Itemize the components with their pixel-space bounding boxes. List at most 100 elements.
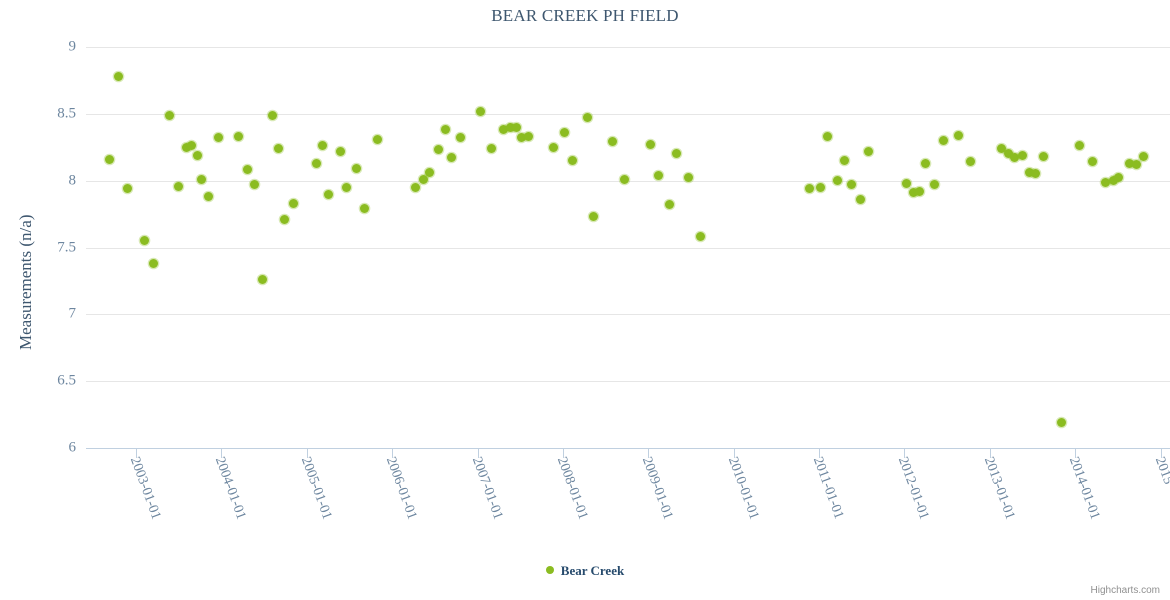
data-point[interactable] — [440, 125, 450, 135]
data-point[interactable] — [114, 71, 124, 81]
data-point[interactable] — [1114, 173, 1124, 183]
data-point[interactable] — [1100, 177, 1110, 187]
data-point[interactable] — [1075, 141, 1085, 151]
x-axis-tick — [733, 449, 735, 458]
x-axis-tick — [1075, 449, 1077, 458]
data-point[interactable] — [847, 180, 857, 190]
data-point[interactable] — [410, 182, 420, 192]
data-point[interactable] — [966, 157, 976, 167]
data-point[interactable] — [476, 106, 486, 116]
data-point[interactable] — [523, 132, 533, 142]
data-point[interactable] — [930, 180, 940, 190]
data-point[interactable] — [1132, 160, 1142, 170]
x-axis-tick-label: 2013-01-01 — [980, 455, 1018, 522]
data-point[interactable] — [105, 154, 115, 164]
data-point[interactable] — [139, 236, 149, 246]
data-point[interactable] — [318, 141, 328, 151]
data-point[interactable] — [425, 168, 435, 178]
data-point[interactable] — [560, 128, 570, 138]
data-point[interactable] — [582, 113, 592, 123]
data-point[interactable] — [646, 140, 656, 150]
data-point[interactable] — [486, 144, 496, 154]
data-point[interactable] — [148, 259, 158, 269]
data-point[interactable] — [1057, 418, 1067, 428]
y-axis-labels: 9 8.5 8 7.5 7 6.5 6 — [0, 39, 76, 456]
data-point[interactable] — [165, 110, 175, 120]
data-point[interactable] — [289, 198, 299, 208]
x-axis-tick-label: 2010-01-01 — [724, 455, 762, 522]
data-point[interactable] — [921, 158, 931, 168]
data-point[interactable] — [909, 188, 919, 198]
data-point[interactable] — [695, 232, 705, 242]
data-point[interactable] — [1025, 168, 1035, 178]
data-point[interactable] — [619, 174, 629, 184]
data-point[interactable] — [1017, 150, 1027, 160]
legend-item-bear-creek[interactable]: Bear Creek — [545, 562, 625, 579]
data-point[interactable] — [588, 212, 598, 222]
data-point[interactable] — [840, 156, 850, 166]
data-point[interactable] — [938, 136, 948, 146]
data-point[interactable] — [1039, 152, 1049, 162]
x-axis-tick-label: 2007-01-01 — [468, 455, 505, 522]
data-point[interactable] — [511, 122, 521, 132]
data-point[interactable] — [192, 150, 202, 160]
data-point[interactable] — [954, 130, 964, 140]
data-point[interactable] — [505, 122, 515, 132]
data-point[interactable] — [832, 176, 842, 186]
data-point[interactable] — [608, 137, 618, 147]
data-point[interactable] — [280, 214, 290, 224]
data-point[interactable] — [567, 156, 577, 166]
data-point[interactable] — [815, 182, 825, 192]
data-point[interactable] — [1139, 152, 1149, 162]
data-point[interactable] — [342, 182, 352, 192]
data-point[interactable] — [902, 178, 912, 188]
data-point[interactable] — [234, 132, 244, 142]
legend-item-label: Bear Creek — [560, 563, 625, 579]
data-point[interactable] — [864, 146, 874, 156]
data-point[interactable] — [336, 146, 346, 156]
data-point[interactable] — [855, 194, 865, 204]
data-point[interactable] — [173, 181, 183, 191]
data-point[interactable] — [997, 144, 1007, 154]
data-point[interactable] — [1109, 176, 1119, 186]
data-point[interactable] — [822, 132, 832, 142]
data-point[interactable] — [672, 149, 681, 159]
data-point[interactable] — [257, 275, 267, 285]
data-point[interactable] — [373, 134, 383, 144]
chart-title: BEAR CREEK PH FIELD — [491, 6, 679, 25]
data-point[interactable] — [683, 173, 693, 183]
data-point[interactable] — [498, 125, 508, 135]
y-axis-tick-label: 6.5 — [57, 372, 76, 389]
data-point[interactable] — [324, 189, 334, 199]
data-point[interactable] — [664, 200, 674, 210]
data-point[interactable] — [273, 144, 283, 154]
data-point[interactable] — [446, 153, 456, 163]
data-point[interactable] — [1087, 157, 1097, 167]
data-point[interactable] — [122, 184, 132, 194]
data-point[interactable] — [187, 141, 197, 151]
data-point[interactable] — [249, 180, 259, 190]
data-point[interactable] — [197, 174, 207, 184]
data-point[interactable] — [267, 110, 277, 120]
data-point[interactable] — [242, 165, 252, 175]
data-point[interactable] — [456, 133, 465, 143]
data-point[interactable] — [1003, 149, 1013, 159]
data-point[interactable] — [360, 204, 370, 214]
data-point[interactable] — [654, 170, 664, 180]
data-point[interactable] — [311, 158, 321, 168]
data-point[interactable] — [517, 133, 527, 143]
data-point[interactable] — [419, 174, 429, 184]
x-axis-tick-label: 2005-01-01 — [297, 455, 335, 522]
data-point[interactable] — [548, 142, 558, 152]
data-point[interactable] — [351, 164, 361, 174]
data-point[interactable] — [804, 184, 814, 194]
data-point[interactable] — [914, 186, 924, 196]
data-point[interactable] — [203, 192, 213, 202]
data-point[interactable] — [1009, 153, 1019, 163]
data-point[interactable] — [1124, 158, 1134, 168]
credits-link[interactable]: Highcharts.com — [1090, 585, 1160, 596]
data-point[interactable] — [434, 145, 444, 155]
data-point[interactable] — [182, 142, 192, 152]
data-point[interactable] — [214, 133, 224, 143]
data-point[interactable] — [1031, 169, 1041, 179]
